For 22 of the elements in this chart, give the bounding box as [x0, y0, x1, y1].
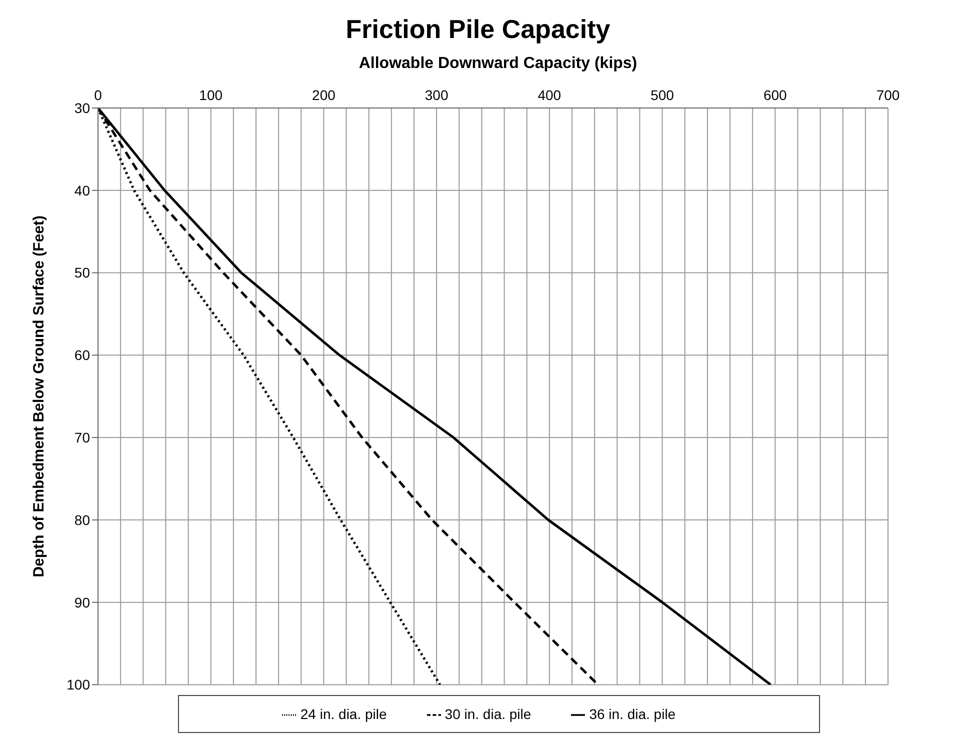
y-tick-label: 90 [74, 594, 90, 610]
y-tick-label: 70 [74, 430, 90, 446]
x-axis-title: Allowable Downward Capacity (kips) [358, 55, 638, 73]
legend-label: 24 in. dia. pile [300, 706, 387, 722]
y-axis-title: Depth of Embedment Below Ground Surface (Feet) [30, 216, 48, 578]
x-tick-label: 400 [538, 87, 562, 103]
y-tick-label: 50 [74, 264, 90, 281]
y-tick-label: 30 [74, 100, 90, 116]
legend-label: 36 in. dia. pile [589, 706, 676, 722]
x-tick-label: 300 [424, 87, 448, 103]
y-tick-label: 40 [74, 182, 90, 198]
x-tick-label: 500 [650, 87, 674, 103]
y-tick-label: 100 [66, 676, 90, 693]
y-tick-label: 80 [74, 512, 90, 528]
chart-title: Friction Pile Capacity [344, 14, 612, 45]
x-tick-label: 100 [199, 87, 223, 103]
x-tick-label: 200 [312, 87, 336, 103]
x-tick-label: 700 [876, 87, 900, 103]
y-tick-label: 60 [74, 347, 90, 364]
x-tick-label: 0 [94, 87, 102, 103]
x-tick-label: 600 [763, 87, 788, 103]
legend-label: 30 in. dia. pile [444, 706, 532, 722]
